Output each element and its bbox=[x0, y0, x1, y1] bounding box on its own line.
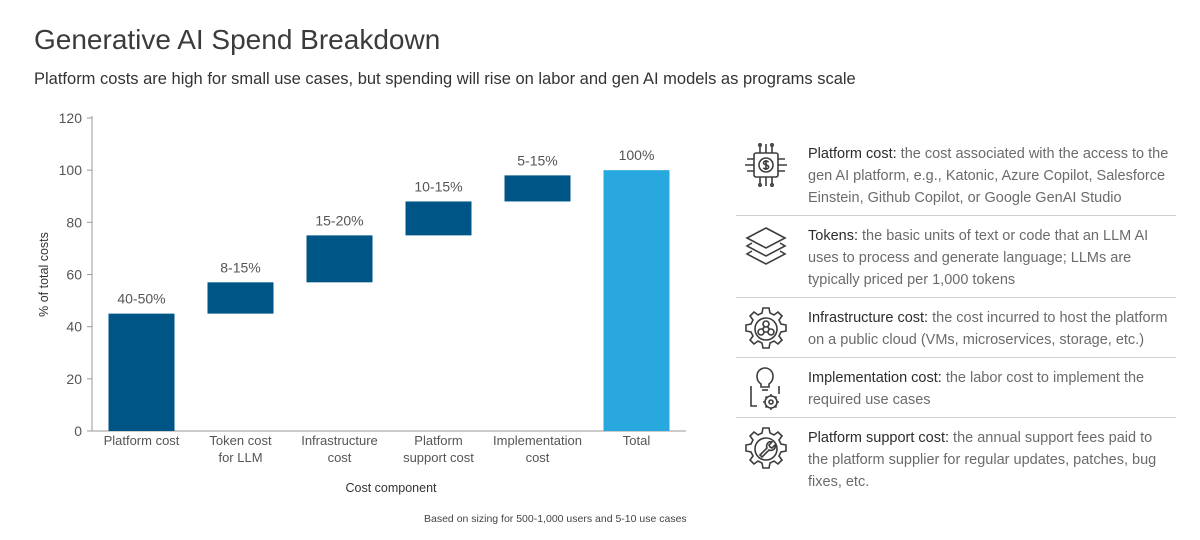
gear-wrench-icon bbox=[736, 418, 796, 474]
bar-data-label: 100% bbox=[619, 147, 655, 163]
legend-term: Implementation cost: bbox=[808, 370, 942, 386]
chart-subtitle: Platform costs are high for small use ca… bbox=[34, 70, 856, 88]
gear-network-icon bbox=[736, 298, 796, 354]
x-tick-label: Infrastructure bbox=[301, 433, 378, 448]
y-tick-label: 120 bbox=[59, 110, 83, 126]
bar-data-label: 15-20% bbox=[315, 212, 363, 228]
cost-bar bbox=[306, 235, 373, 283]
legend-item-tokens: Tokens: the basic units of text or code … bbox=[736, 216, 1176, 298]
cost-legend: Platform cost: the cost associated with … bbox=[736, 134, 1176, 499]
x-tick-label: for LLM bbox=[218, 450, 262, 465]
legend-term: Platform support cost: bbox=[808, 430, 950, 446]
cost-bar bbox=[108, 313, 175, 431]
lightbulb-gear-icon bbox=[736, 358, 796, 414]
x-tick-label: cost bbox=[526, 450, 550, 465]
cost-bar bbox=[405, 201, 472, 236]
x-tick-label: Platform cost bbox=[104, 433, 180, 448]
y-tick-label: 20 bbox=[66, 371, 82, 387]
total-bar bbox=[603, 170, 670, 431]
x-axis-label: Cost component bbox=[345, 481, 437, 495]
x-tick-label: Implementation bbox=[493, 433, 582, 448]
x-tick-label: support cost bbox=[403, 450, 474, 465]
y-tick-label: 60 bbox=[66, 267, 82, 283]
cost-bar bbox=[207, 282, 274, 314]
y-axis-label: % of total costs bbox=[37, 232, 51, 317]
legend-desc: the cost incurred to host the platform o… bbox=[808, 310, 1168, 348]
y-tick-label: 0 bbox=[74, 423, 82, 439]
waterfall-chart: 0 20 40 60 80 100 120 % of total costs 40-50% Pla… bbox=[37, 110, 686, 495]
bar-data-label: 10-15% bbox=[414, 178, 462, 194]
y-tick-label: 100 bbox=[59, 162, 83, 178]
legend-desc: the basic units of text or code that an … bbox=[808, 228, 1149, 288]
legend-item-platform-support-cost: Platform support cost: the annual suppor… bbox=[736, 418, 1176, 499]
layers-icon bbox=[736, 216, 796, 272]
chart-title: Generative AI Spend Breakdown bbox=[34, 24, 441, 55]
x-tick-label: Token cost bbox=[209, 433, 272, 448]
legend-term: Platform cost: bbox=[808, 146, 897, 162]
chip-dollar-icon bbox=[736, 134, 796, 190]
legend-term: Infrastructure cost: bbox=[808, 310, 929, 326]
legend-item-infrastructure-cost: Infrastructure cost: the cost incurred t… bbox=[736, 298, 1176, 358]
bar-data-label: 8-15% bbox=[220, 259, 260, 275]
y-tick-label: 40 bbox=[66, 319, 82, 335]
x-tick-label: Total bbox=[623, 433, 651, 448]
legend-desc: the labor cost to implement the required… bbox=[808, 370, 1145, 408]
x-tick-label: Platform bbox=[414, 433, 462, 448]
y-tick-label: 80 bbox=[66, 214, 82, 230]
legend-item-implementation-cost: Implementation cost: the labor cost to i… bbox=[736, 358, 1176, 418]
bar-data-label: 40-50% bbox=[117, 291, 165, 307]
cost-bar bbox=[504, 175, 571, 202]
legend-item-platform-cost: Platform cost: the cost associated with … bbox=[736, 134, 1176, 216]
bar-data-label: 5-15% bbox=[517, 152, 557, 168]
legend-term: Tokens: bbox=[808, 228, 858, 244]
legend-desc: the cost associated with the access to t… bbox=[808, 146, 1169, 206]
footnote: Based on sizing for 500-1,000 users and … bbox=[424, 513, 687, 525]
legend-desc: the annual support fees paid to the plat… bbox=[808, 430, 1157, 490]
x-tick-label: cost bbox=[328, 450, 352, 465]
